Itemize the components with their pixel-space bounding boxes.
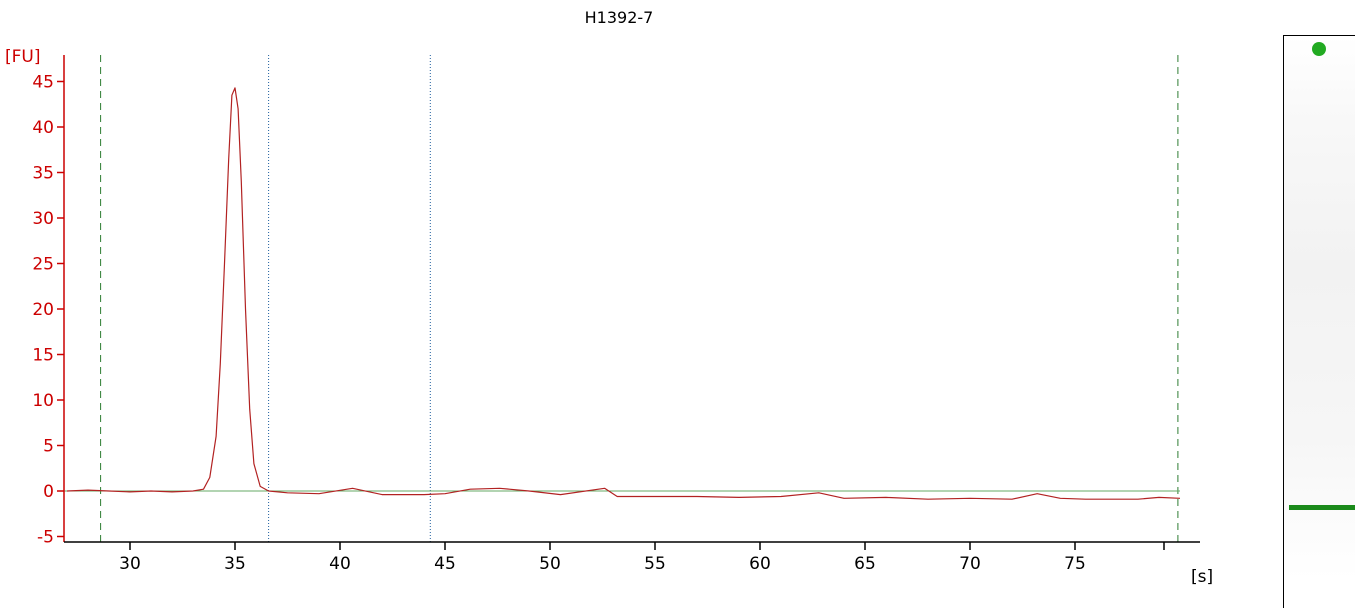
series-line-1 <box>66 87 1181 500</box>
x-tick-label: 40 <box>329 554 351 574</box>
electropherogram-chart: H1392-7 [FU] -5 0 5 10 15 20 25 30 35 40 45 30 35 40 4… <box>5 8 1213 587</box>
guide-lines <box>100 55 1179 542</box>
plot-lines <box>64 87 1181 500</box>
y-tick-label: 45 <box>32 73 54 93</box>
x-tick-label: 55 <box>644 554 666 574</box>
y-tick-label: 35 <box>32 164 54 184</box>
y-tick-label: 40 <box>32 118 54 138</box>
x-axis-label: [s] <box>1191 567 1213 587</box>
y-axis-label: [FU] <box>5 47 41 67</box>
x-tick-label: 70 <box>959 554 981 574</box>
x-tick-label: 60 <box>749 554 771 574</box>
gel-marker-dot <box>1312 42 1326 56</box>
y-tick-label: 5 <box>43 437 54 457</box>
gel-lane-image <box>1283 35 1355 608</box>
x-tick-label: 65 <box>854 554 876 574</box>
y-tick-label: 0 <box>43 482 54 502</box>
y-tick-label: 15 <box>32 346 54 366</box>
gel-band <box>1289 505 1355 510</box>
y-tick-label: 30 <box>32 209 54 229</box>
y-tick-label: -5 <box>37 528 54 548</box>
y-tick-label: 25 <box>32 255 54 275</box>
x-tick-label: 30 <box>119 554 141 574</box>
y-tick-label: 10 <box>32 391 54 411</box>
x-tick-label: 75 <box>1064 554 1086 574</box>
x-tick-label: 45 <box>434 554 456 574</box>
axes: -5 0 5 10 15 20 25 30 35 40 45 30 35 40 45 50 55 60 65 70 75 <box>32 55 1200 574</box>
chart-title: H1392-7 <box>585 8 654 27</box>
x-tick-label: 50 <box>539 554 561 574</box>
x-tick-label: 35 <box>224 554 246 574</box>
y-tick-label: 20 <box>32 300 54 320</box>
